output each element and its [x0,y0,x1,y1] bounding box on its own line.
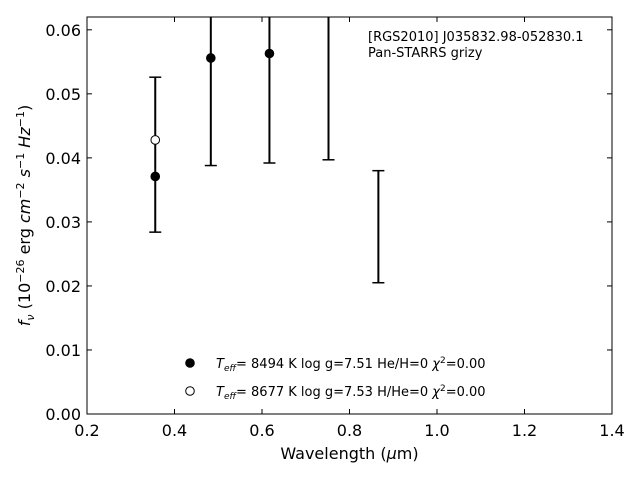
data-point-filled [150,171,161,182]
y-tick-label: 0.05 [45,85,81,104]
y-tick-label: 0.00 [45,405,81,424]
legend-entry: Teff= 8677 K log g=7.53 H/He=0 χ2=0.00 [216,384,486,402]
y-axis-label: fν (10−26 erg cm−2 s−1 Hz−1) [14,105,37,326]
x-tick-label: 0.4 [162,421,187,440]
y-tick-label: 0.06 [45,21,81,40]
x-axis-ticks: 0.2 0.4 0.6 0.8 1.0 1.2 1.4 [74,17,625,440]
legend: Teff= 8494 K log g=7.51 He/H=0 χ2=0.00 Te… [185,356,486,402]
legend-entry: Teff= 8494 K log g=7.51 He/H=0 χ2=0.00 [216,356,486,374]
y-tick-label: 0.03 [45,213,81,232]
data-points [150,48,275,182]
axes-frame [86,16,613,415]
x-axis-label: Wavelength (μm) [280,444,418,463]
y-tick-label: 0.04 [45,149,81,168]
x-tick-label: 1.2 [512,421,537,440]
x-tick-label: 1.4 [599,421,624,440]
x-tick-label: 0.2 [74,421,99,440]
annotation-object-name: [RGS2010] J035832.98-052830.1 [368,30,584,45]
y-tick-label: 0.02 [45,277,81,296]
y-axis-ticks: 0.00 0.01 0.02 0.03 0.04 0.05 0.06 [45,21,612,424]
x-tick-label: 1.0 [424,421,449,440]
y-tick-label: 0.01 [45,341,81,360]
x-tick-label: 0.6 [249,421,274,440]
data-point-filled [264,48,275,59]
legend-marker [185,386,195,396]
x-tick-label: 0.8 [337,421,362,440]
annotation-survey-name: Pan-STARRS grizy [368,46,483,61]
data-point-filled [206,53,216,63]
errorbar-group [149,17,385,284]
data-point-open [150,135,161,145]
legend-marker [185,358,195,368]
